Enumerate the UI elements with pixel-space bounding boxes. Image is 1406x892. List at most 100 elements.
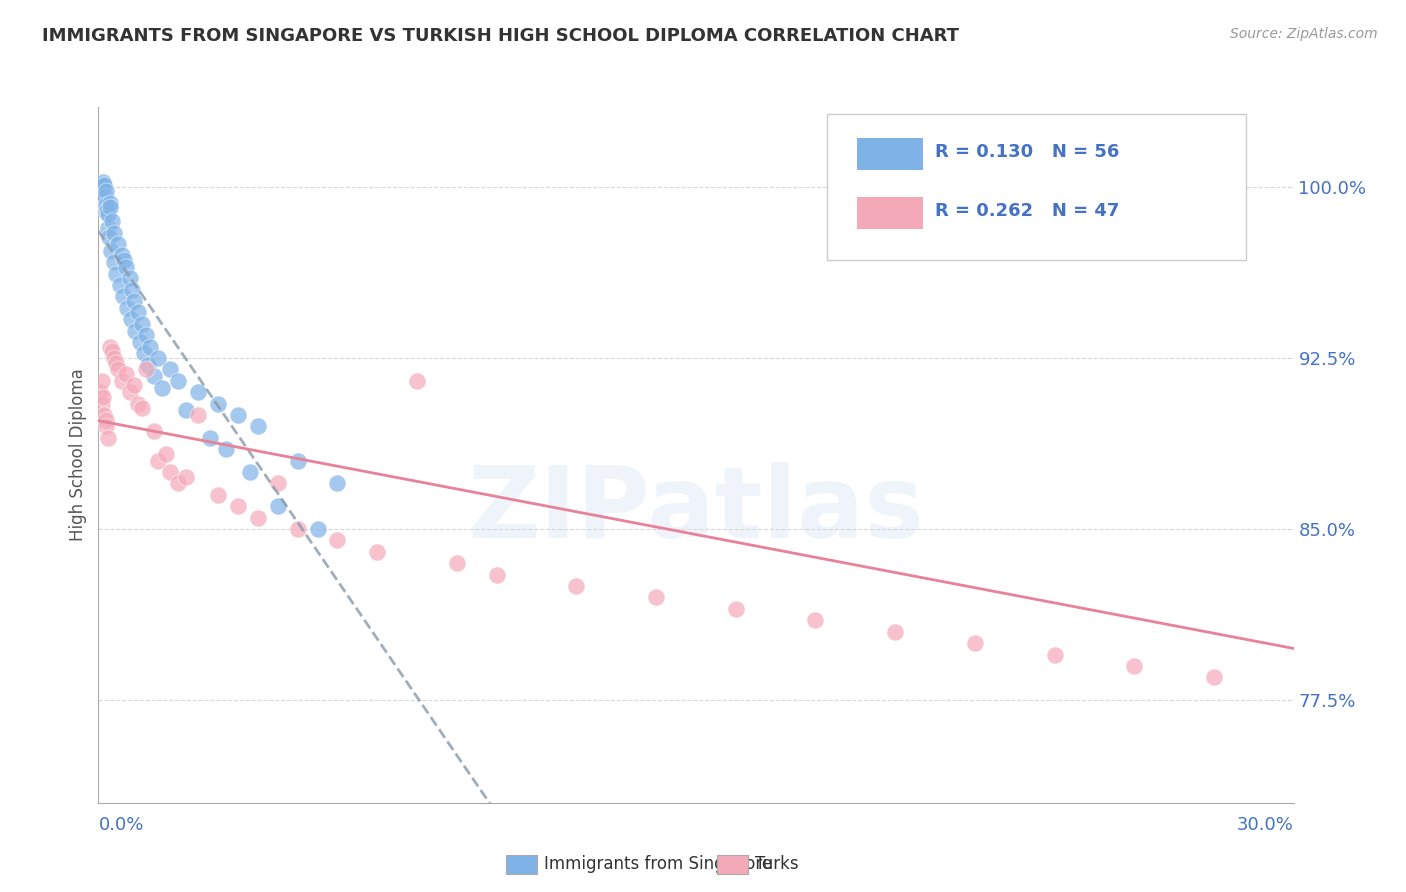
Point xyxy=(226,408,249,422)
Point xyxy=(207,488,229,502)
Point xyxy=(112,289,135,303)
Point xyxy=(96,202,118,217)
Point xyxy=(1223,180,1246,194)
Point xyxy=(143,369,166,384)
Point xyxy=(167,374,190,388)
Point xyxy=(167,476,190,491)
Text: Turks: Turks xyxy=(755,855,799,873)
Point xyxy=(159,465,181,479)
Point xyxy=(129,334,152,349)
Point xyxy=(307,522,329,536)
Point xyxy=(98,201,122,215)
Point xyxy=(174,469,197,483)
Point xyxy=(90,180,112,194)
Point xyxy=(94,412,117,426)
Text: Source: ZipAtlas.com: Source: ZipAtlas.com xyxy=(1230,27,1378,41)
Point xyxy=(135,362,157,376)
Point xyxy=(131,317,153,331)
Point xyxy=(112,252,135,267)
Point xyxy=(91,396,114,410)
Point xyxy=(136,358,159,372)
Text: ZIPatlas: ZIPatlas xyxy=(468,462,924,559)
Point xyxy=(96,198,118,212)
Point xyxy=(131,401,153,416)
Point xyxy=(565,579,588,593)
Text: 30.0%: 30.0% xyxy=(1237,816,1294,834)
Point xyxy=(107,362,129,376)
Point xyxy=(115,260,138,274)
Point xyxy=(1043,648,1066,662)
Point xyxy=(148,453,170,467)
Point xyxy=(93,408,115,422)
Point xyxy=(105,355,128,369)
Point xyxy=(139,340,162,354)
Point xyxy=(267,476,290,491)
Point xyxy=(150,381,173,395)
Y-axis label: High School Diploma: High School Diploma xyxy=(69,368,87,541)
Point xyxy=(246,419,269,434)
Point xyxy=(111,374,134,388)
Point xyxy=(120,385,142,400)
Text: R = 0.130   N = 56: R = 0.130 N = 56 xyxy=(935,144,1119,161)
Point xyxy=(124,324,146,338)
Point xyxy=(127,396,149,410)
Point xyxy=(103,226,125,240)
Point xyxy=(366,545,388,559)
Point xyxy=(94,205,117,219)
Point xyxy=(121,283,143,297)
Point xyxy=(1123,659,1146,673)
Point xyxy=(406,374,429,388)
Point xyxy=(239,465,262,479)
Point xyxy=(187,385,209,400)
Point xyxy=(134,346,156,360)
Point xyxy=(97,221,120,235)
Point xyxy=(804,613,827,627)
Point xyxy=(724,602,747,616)
Point xyxy=(187,408,209,422)
Point xyxy=(143,424,166,438)
Point xyxy=(91,178,114,192)
Point xyxy=(97,431,120,445)
Point xyxy=(101,214,124,228)
Text: R = 0.262   N = 47: R = 0.262 N = 47 xyxy=(935,202,1119,220)
Point xyxy=(124,293,146,308)
Text: 0.0%: 0.0% xyxy=(98,816,143,834)
Point xyxy=(98,340,122,354)
Bar xyxy=(858,197,922,229)
Point xyxy=(115,367,138,381)
Point xyxy=(93,191,115,205)
Point xyxy=(120,271,142,285)
Bar xyxy=(858,138,922,169)
Point xyxy=(246,510,269,524)
Point xyxy=(174,403,197,417)
Point xyxy=(97,207,120,221)
Point xyxy=(101,344,124,359)
Point xyxy=(105,267,128,281)
Point xyxy=(98,230,121,244)
Point xyxy=(485,567,508,582)
Point xyxy=(159,362,181,376)
Point xyxy=(115,301,138,315)
Point xyxy=(1202,670,1225,684)
Point xyxy=(155,447,177,461)
Point xyxy=(446,556,468,570)
Text: Immigrants from Singapore: Immigrants from Singapore xyxy=(544,855,772,873)
Point xyxy=(96,419,118,434)
Point xyxy=(93,178,115,192)
Point xyxy=(107,236,129,251)
Point xyxy=(287,522,309,536)
Point xyxy=(963,636,986,650)
Point xyxy=(98,195,121,210)
Point xyxy=(267,500,290,514)
Point xyxy=(94,185,117,199)
Point xyxy=(135,328,157,343)
Point xyxy=(120,312,142,326)
Point xyxy=(326,476,349,491)
Text: IMMIGRANTS FROM SINGAPORE VS TURKISH HIGH SCHOOL DIPLOMA CORRELATION CHART: IMMIGRANTS FROM SINGAPORE VS TURKISH HIG… xyxy=(42,27,959,45)
Point xyxy=(127,305,149,319)
Point xyxy=(100,244,122,258)
Point xyxy=(103,255,125,269)
FancyBboxPatch shape xyxy=(827,114,1246,260)
Point xyxy=(287,453,309,467)
Point xyxy=(215,442,238,457)
